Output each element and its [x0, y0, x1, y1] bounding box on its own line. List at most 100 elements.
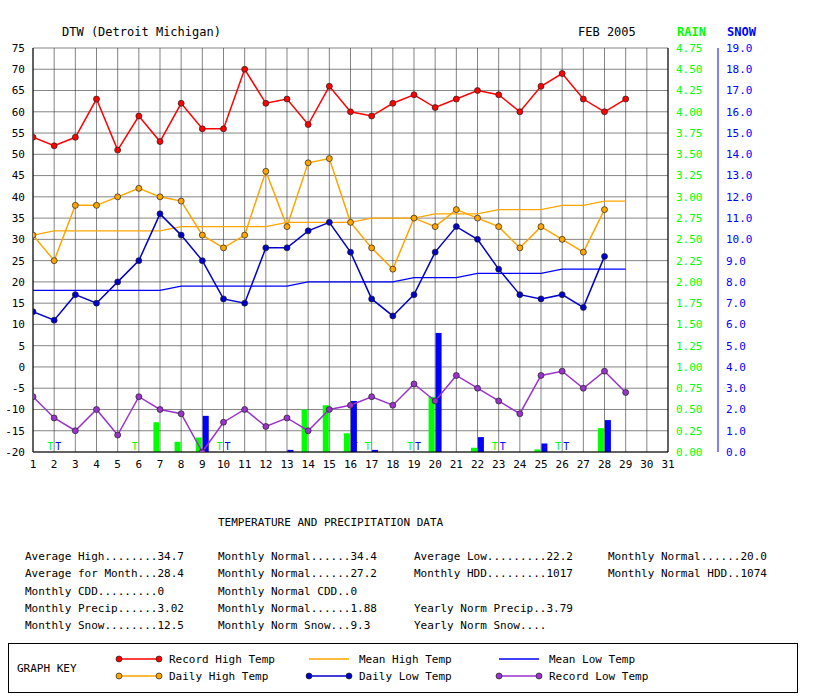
- svg-text:T: T: [365, 441, 371, 452]
- svg-text:3.0: 3.0: [726, 382, 746, 395]
- svg-text:4.75: 4.75: [676, 42, 703, 55]
- svg-text:Daily Low Temp: Daily Low Temp: [359, 670, 452, 683]
- svg-text:28: 28: [598, 458, 611, 471]
- svg-text:55: 55: [12, 127, 25, 140]
- svg-text:1: 1: [30, 458, 37, 471]
- svg-text:0: 0: [18, 361, 25, 374]
- svg-text:2.50: 2.50: [676, 233, 703, 246]
- svg-text:T: T: [55, 441, 61, 452]
- svg-text:65: 65: [12, 84, 25, 97]
- svg-text:13: 13: [280, 458, 293, 471]
- svg-text:1.25: 1.25: [676, 340, 703, 353]
- svg-text:12: 12: [259, 458, 272, 471]
- svg-text:1.00: 1.00: [676, 361, 703, 374]
- svg-text:0.00: 0.00: [676, 446, 703, 459]
- svg-text:1.0: 1.0: [726, 425, 746, 438]
- svg-text:Mean High Temp: Mean High Temp: [359, 653, 452, 666]
- svg-text:12.0: 12.0: [726, 191, 753, 204]
- svg-text:2.75: 2.75: [676, 212, 703, 225]
- svg-text:Record High Temp: Record High Temp: [169, 653, 275, 666]
- svg-text:4.50: 4.50: [676, 63, 703, 76]
- svg-text:10: 10: [12, 318, 25, 331]
- svg-text:T: T: [351, 441, 357, 452]
- svg-text:7: 7: [157, 458, 164, 471]
- svg-text:5: 5: [114, 458, 121, 471]
- svg-text:11.0: 11.0: [726, 212, 753, 225]
- svg-text:T: T: [216, 441, 222, 452]
- svg-text:-20: -20: [8, 446, 25, 459]
- svg-text:0.75: 0.75: [676, 382, 703, 395]
- svg-text:4: 4: [93, 458, 100, 471]
- svg-text:9: 9: [199, 458, 206, 471]
- svg-text:T: T: [415, 441, 421, 452]
- svg-text:15: 15: [323, 458, 336, 471]
- svg-text:Mean Low Temp: Mean Low Temp: [549, 653, 635, 666]
- svg-text:Record Low Temp: Record Low Temp: [549, 670, 648, 683]
- svg-text:T: T: [224, 441, 230, 452]
- svg-text:-15: -15: [8, 425, 25, 438]
- svg-text:20: 20: [429, 458, 442, 471]
- svg-text:10.0: 10.0: [726, 233, 753, 246]
- svg-text:17: 17: [365, 458, 378, 471]
- svg-text:6.0: 6.0: [726, 318, 746, 331]
- svg-text:10: 10: [217, 458, 230, 471]
- svg-text:13.0: 13.0: [726, 169, 753, 182]
- svg-text:6: 6: [136, 458, 143, 471]
- svg-text:T: T: [563, 441, 569, 452]
- svg-text:26: 26: [556, 458, 569, 471]
- svg-text:14.0: 14.0: [726, 148, 753, 161]
- svg-text:Daily High Temp: Daily High Temp: [169, 670, 268, 683]
- svg-text:35: 35: [12, 212, 25, 225]
- svg-text:3: 3: [72, 458, 79, 471]
- svg-text:0.50: 0.50: [676, 403, 703, 416]
- svg-text:25: 25: [534, 458, 547, 471]
- svg-text:3.00: 3.00: [676, 191, 703, 204]
- svg-text:4.00: 4.00: [676, 106, 703, 119]
- svg-text:31: 31: [661, 458, 674, 471]
- svg-text:17.0: 17.0: [726, 84, 753, 97]
- svg-text:1.75: 1.75: [676, 297, 703, 310]
- svg-text:19: 19: [407, 458, 420, 471]
- svg-text:19.0: 19.0: [726, 42, 753, 55]
- svg-text:-10: -10: [8, 403, 25, 416]
- svg-text:4.0: 4.0: [726, 361, 746, 374]
- svg-text:0.25: 0.25: [676, 425, 703, 438]
- svg-text:23: 23: [492, 458, 505, 471]
- svg-text:14: 14: [302, 458, 316, 471]
- svg-text:8.0: 8.0: [726, 276, 746, 289]
- svg-text:75: 75: [12, 42, 25, 55]
- svg-text:T: T: [407, 441, 413, 452]
- svg-text:5: 5: [18, 340, 25, 353]
- svg-text:T: T: [132, 441, 138, 452]
- svg-text:2.25: 2.25: [676, 255, 703, 268]
- svg-text:3.75: 3.75: [676, 127, 703, 140]
- svg-text:5.0: 5.0: [726, 340, 746, 353]
- svg-text:18.0: 18.0: [726, 63, 753, 76]
- svg-text:40: 40: [12, 191, 25, 204]
- svg-text:T: T: [500, 441, 506, 452]
- svg-text:30: 30: [12, 233, 25, 246]
- svg-text:24: 24: [513, 458, 527, 471]
- svg-text:8: 8: [178, 458, 185, 471]
- svg-text:20: 20: [12, 276, 25, 289]
- svg-text:29: 29: [619, 458, 632, 471]
- svg-text:1.50: 1.50: [676, 318, 703, 331]
- svg-text:3.50: 3.50: [676, 148, 703, 161]
- svg-text:25: 25: [12, 255, 25, 268]
- svg-text:60: 60: [12, 106, 25, 119]
- svg-text:27: 27: [577, 458, 590, 471]
- svg-text:18: 18: [386, 458, 399, 471]
- svg-text:4.25: 4.25: [676, 84, 703, 97]
- svg-text:0.0: 0.0: [726, 446, 746, 459]
- svg-text:30: 30: [640, 458, 653, 471]
- svg-text:7.0: 7.0: [726, 297, 746, 310]
- svg-text:9.0: 9.0: [726, 255, 746, 268]
- svg-text:2: 2: [51, 458, 58, 471]
- svg-text:T: T: [555, 441, 561, 452]
- svg-text:T: T: [47, 441, 53, 452]
- svg-text:45: 45: [12, 169, 25, 182]
- svg-text:16: 16: [344, 458, 357, 471]
- svg-text:15.0: 15.0: [726, 127, 753, 140]
- svg-text:50: 50: [12, 148, 25, 161]
- svg-text:T: T: [492, 441, 498, 452]
